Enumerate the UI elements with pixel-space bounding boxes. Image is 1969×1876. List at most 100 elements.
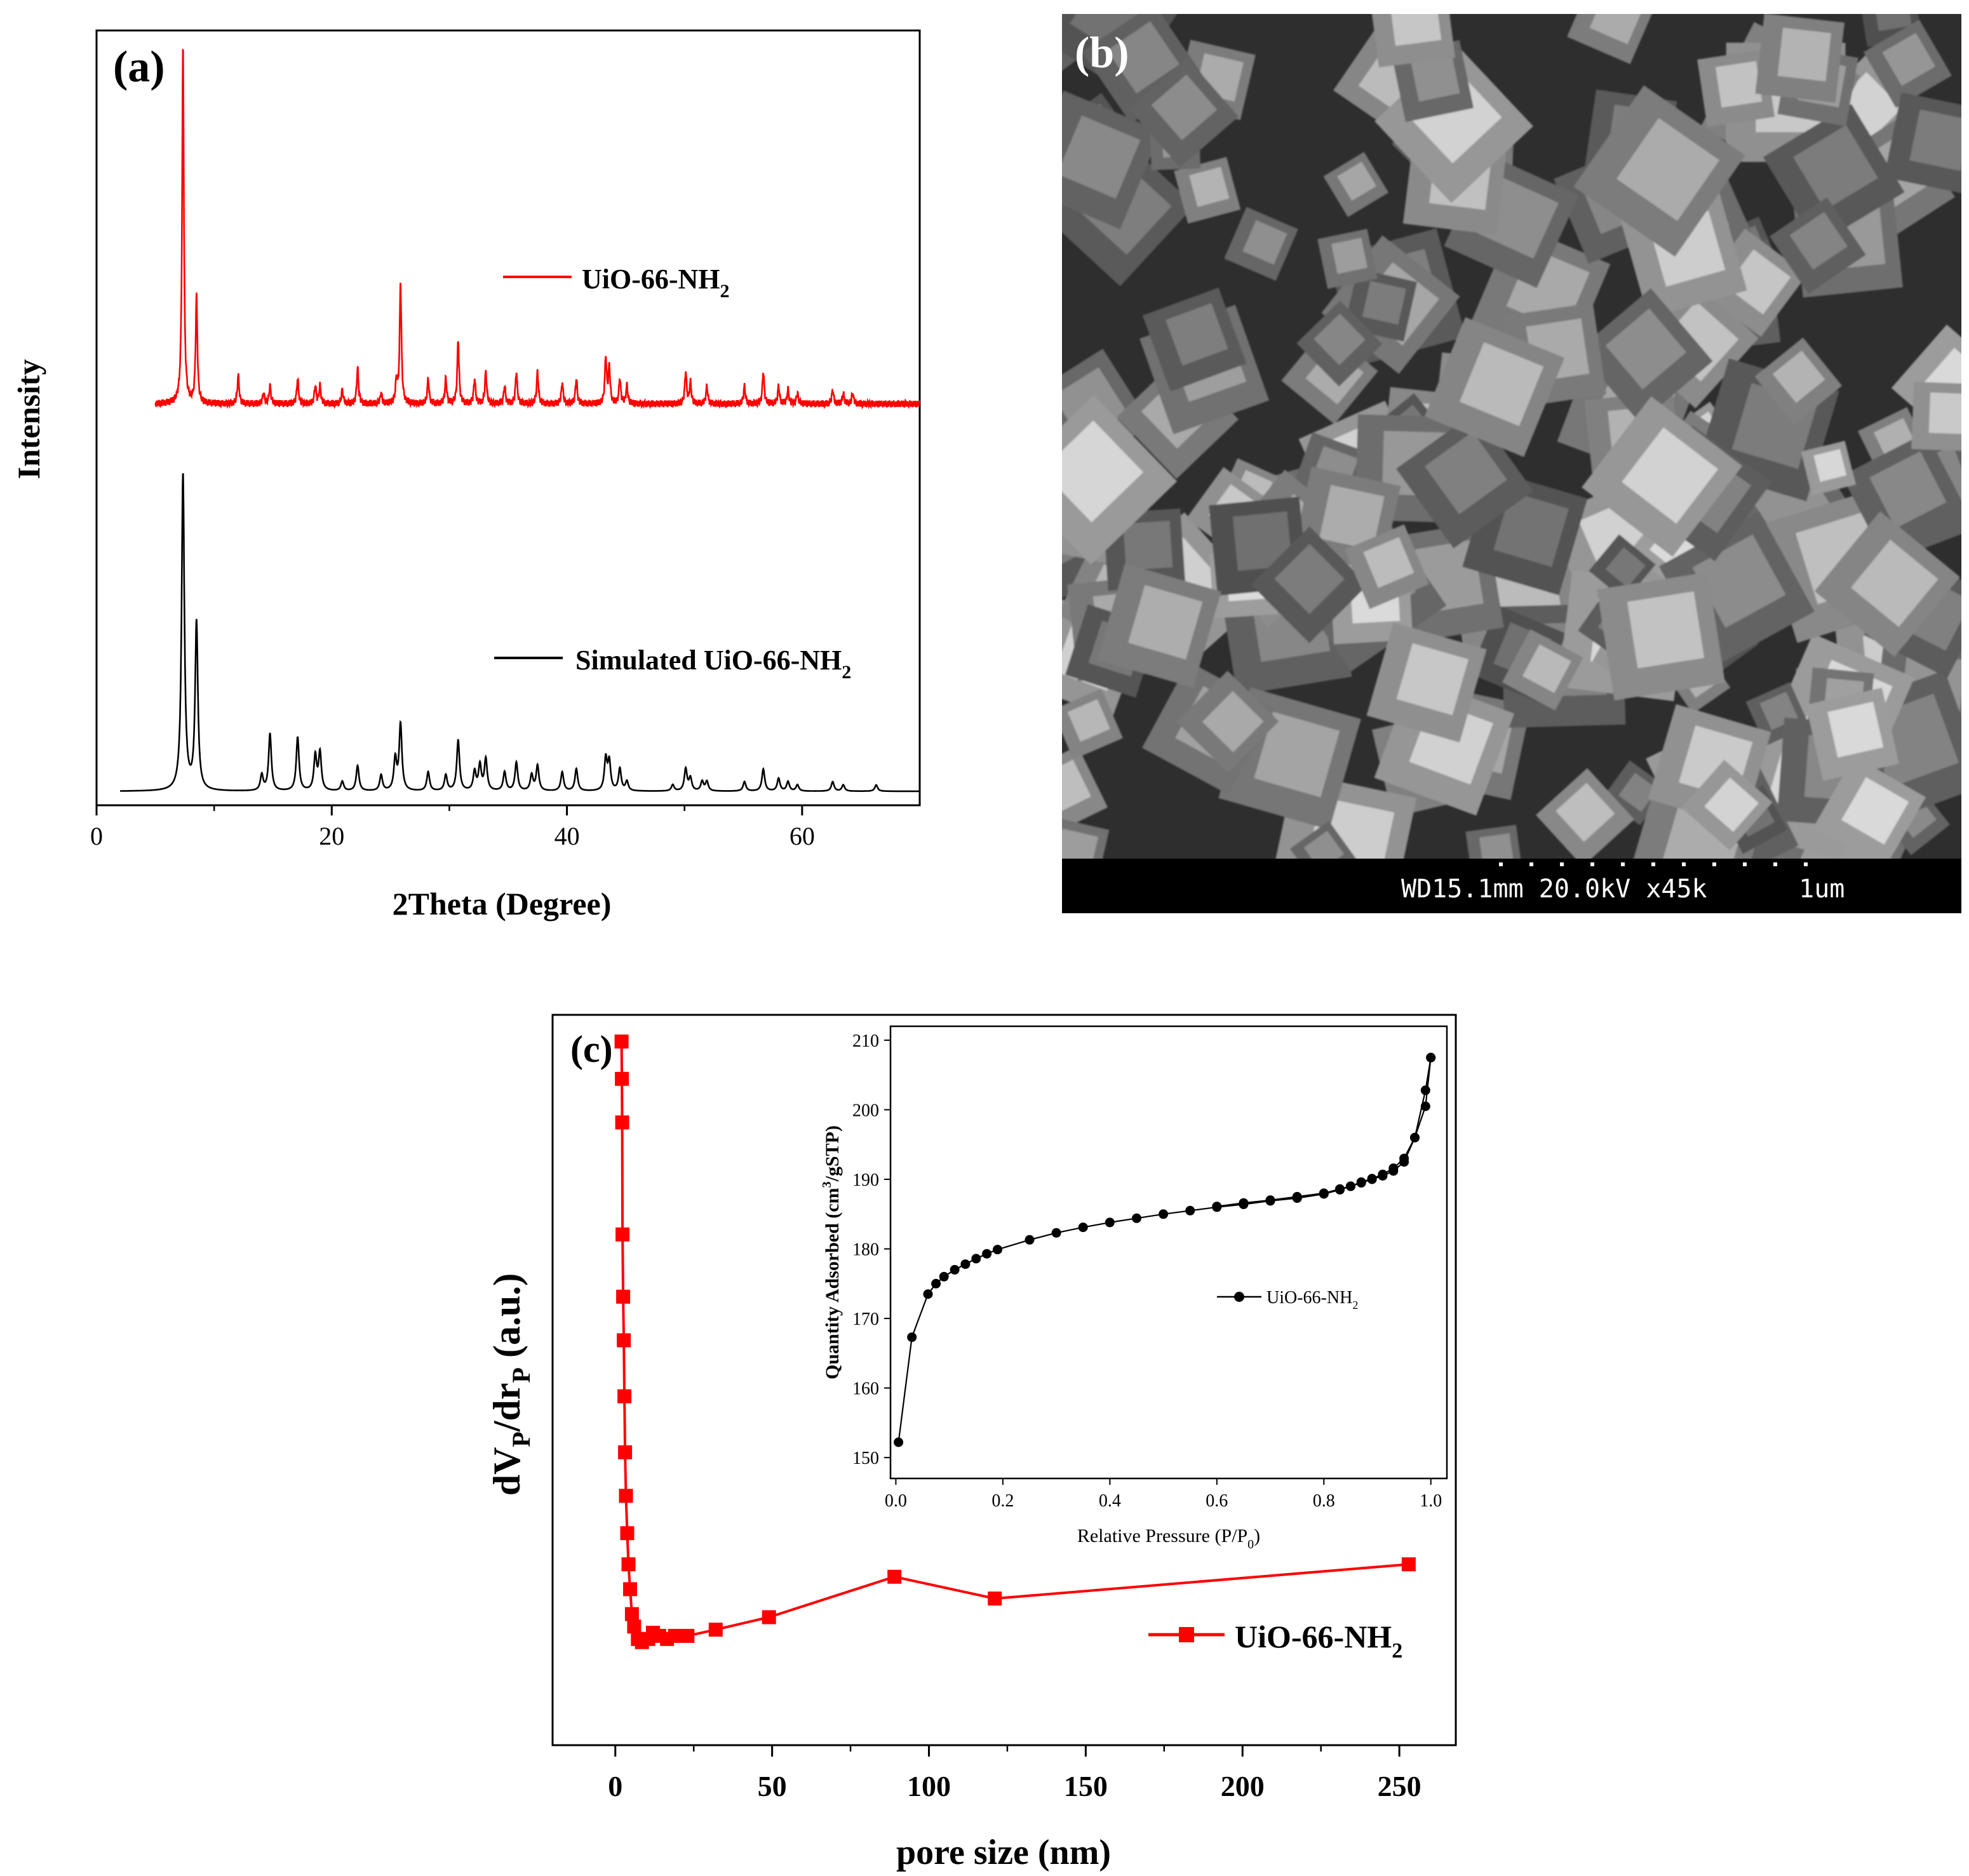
sem-crystal	[1697, 49, 1775, 127]
inset-data-point	[1345, 1181, 1355, 1191]
inset-data-point	[982, 1249, 992, 1259]
sem-crystal	[1317, 229, 1378, 289]
inset-ticks: 0.0 0.2 0.4 0.6 0.8 1.0 150 160 170 180 190 200 210	[852, 1031, 1442, 1511]
sem-crystal	[1597, 572, 1726, 700]
sem-scale-dot	[1804, 862, 1808, 866]
sem-scale-dot	[1560, 862, 1564, 866]
inset-data-point	[1356, 1178, 1366, 1188]
inset-data-point	[1212, 1202, 1222, 1212]
inset-data-point	[931, 1278, 941, 1289]
sem-crystal	[1465, 824, 1523, 859]
inset-data-point	[1159, 1209, 1169, 1219]
sem-crystal	[1062, 746, 1108, 838]
sem-crystal-texture	[1062, 14, 1961, 859]
inset-y-tick-label: 210	[852, 1031, 879, 1051]
inset-data-point	[1025, 1235, 1035, 1245]
panel-a-xrd-chart: 0 20 40 60 (a) 2Theta (Degree) Intensity Ui…	[11, 29, 921, 921]
inset-data-point	[1335, 1184, 1345, 1194]
sem-crystal	[1251, 526, 1368, 643]
inset-data-point	[939, 1271, 949, 1282]
sem-crystal	[1425, 317, 1565, 457]
panel-c-data-point	[621, 1557, 636, 1572]
sem-crystal	[1323, 152, 1389, 217]
inset-y-tick-label: 190	[852, 1170, 879, 1190]
panel-c-data-point	[615, 1227, 630, 1242]
panel-a-series-line-1	[120, 472, 920, 793]
panel-c-data-point	[887, 1569, 902, 1584]
panel-c-data-point	[614, 1035, 629, 1049]
sem-crystal	[1062, 688, 1123, 760]
panel-a-series	[120, 49, 920, 793]
sem-crystal	[1344, 524, 1430, 610]
sem-crystal	[1097, 563, 1221, 688]
panel-c-x-axis-label: pore size (nm)	[896, 1833, 1111, 1872]
panel-c-data-point	[617, 1389, 632, 1404]
sem-crystal	[1142, 287, 1247, 392]
panel-b-sem-image: WD15.1mm 20.0kV x45k 1um (b)	[1062, 14, 1961, 913]
inset-x-tick-label: 0.4	[1099, 1491, 1121, 1511]
inset-data-point	[1378, 1171, 1388, 1181]
panel-c-x-tick-label: 50	[758, 1770, 787, 1802]
inset-data-point	[1367, 1174, 1377, 1184]
sem-crystal	[1863, 19, 1952, 109]
panel-a-x-tick-label: 0	[90, 822, 103, 850]
sem-crystal	[1296, 300, 1383, 387]
sem-crystal	[1369, 14, 1456, 68]
sem-crystal	[1567, 14, 1658, 65]
inset-data-point	[1078, 1223, 1088, 1233]
panel-c-x-tick-label: 200	[1221, 1770, 1265, 1802]
inset-y-tick-label: 200	[852, 1101, 879, 1120]
panel-c-x-tick-label: 100	[907, 1770, 951, 1802]
panel-c-data-point	[619, 1489, 633, 1503]
panel-a-label: (a)	[113, 43, 165, 91]
inset-x-tick-label: 0.8	[1313, 1491, 1335, 1511]
sem-crystal	[1769, 197, 1866, 294]
sem-scale-dot	[1773, 862, 1777, 866]
sem-crystal	[1754, 337, 1843, 425]
inset-data-point	[960, 1259, 971, 1270]
sem-crystal	[1502, 629, 1583, 711]
panel-c-data-point	[627, 1619, 642, 1634]
panel-c-y-axis-label: dVP/drP (a.u.)	[486, 1273, 535, 1496]
sem-crystal	[1344, 268, 1418, 342]
panel-c-series	[614, 1035, 1416, 1649]
inset-data-point	[1239, 1198, 1249, 1208]
panel-c-legend-marker	[1179, 1627, 1194, 1642]
inset-data-point	[894, 1437, 904, 1447]
panel-c-data-point	[616, 1289, 631, 1304]
sem-info-bar	[1062, 859, 1961, 913]
inset-data-point	[907, 1332, 917, 1343]
inset-data-point	[1265, 1195, 1275, 1205]
panel-b-label: (b)	[1075, 29, 1129, 77]
panel-c-data-point	[668, 1628, 682, 1643]
panel-a-x-tick-label: 60	[790, 822, 815, 850]
panel-a-y-axis-label: Intensity	[11, 359, 46, 479]
inset-x-tick-label: 0.6	[1206, 1491, 1228, 1511]
inset-x-tick-label: 0.2	[991, 1491, 1014, 1511]
sem-crystal	[1884, 92, 1961, 195]
sem-crystal	[1814, 511, 1960, 657]
inset-data-point	[950, 1264, 960, 1275]
panel-c-data-point	[620, 1526, 635, 1541]
sem-scale-dot	[1712, 862, 1716, 866]
sem-crystal	[1062, 90, 1162, 229]
sem-crystal	[1578, 288, 1713, 424]
inset-data-point	[1319, 1188, 1329, 1198]
panel-c-data-point	[762, 1610, 776, 1625]
inset-data-point	[1426, 1052, 1436, 1062]
sem-scale-dot	[1651, 862, 1655, 866]
panel-c-legend-label: UiO-66-NH2	[1235, 1619, 1402, 1663]
inset-x-tick-label: 0.0	[885, 1491, 907, 1511]
panel-c-data-point	[618, 1445, 633, 1459]
sem-scale-dot	[1499, 862, 1503, 866]
panel-c-x-tick-label: 250	[1378, 1770, 1421, 1802]
panel-c-x-ticks: 0 50 100 150 200 250	[608, 1745, 1421, 1802]
panel-c-data-point	[680, 1628, 695, 1643]
inset-legend-label: UiO-66-NH2	[1267, 1288, 1358, 1311]
inset-data-point	[1388, 1166, 1399, 1176]
sem-crystal	[1176, 671, 1279, 773]
inset-y-axis-label: Quantity Adsorbed (cm3/gSTP)	[820, 1125, 843, 1379]
panel-c-data-point	[615, 1071, 629, 1086]
panel-c-data-point	[623, 1582, 637, 1597]
inset-data-point	[1132, 1213, 1141, 1223]
